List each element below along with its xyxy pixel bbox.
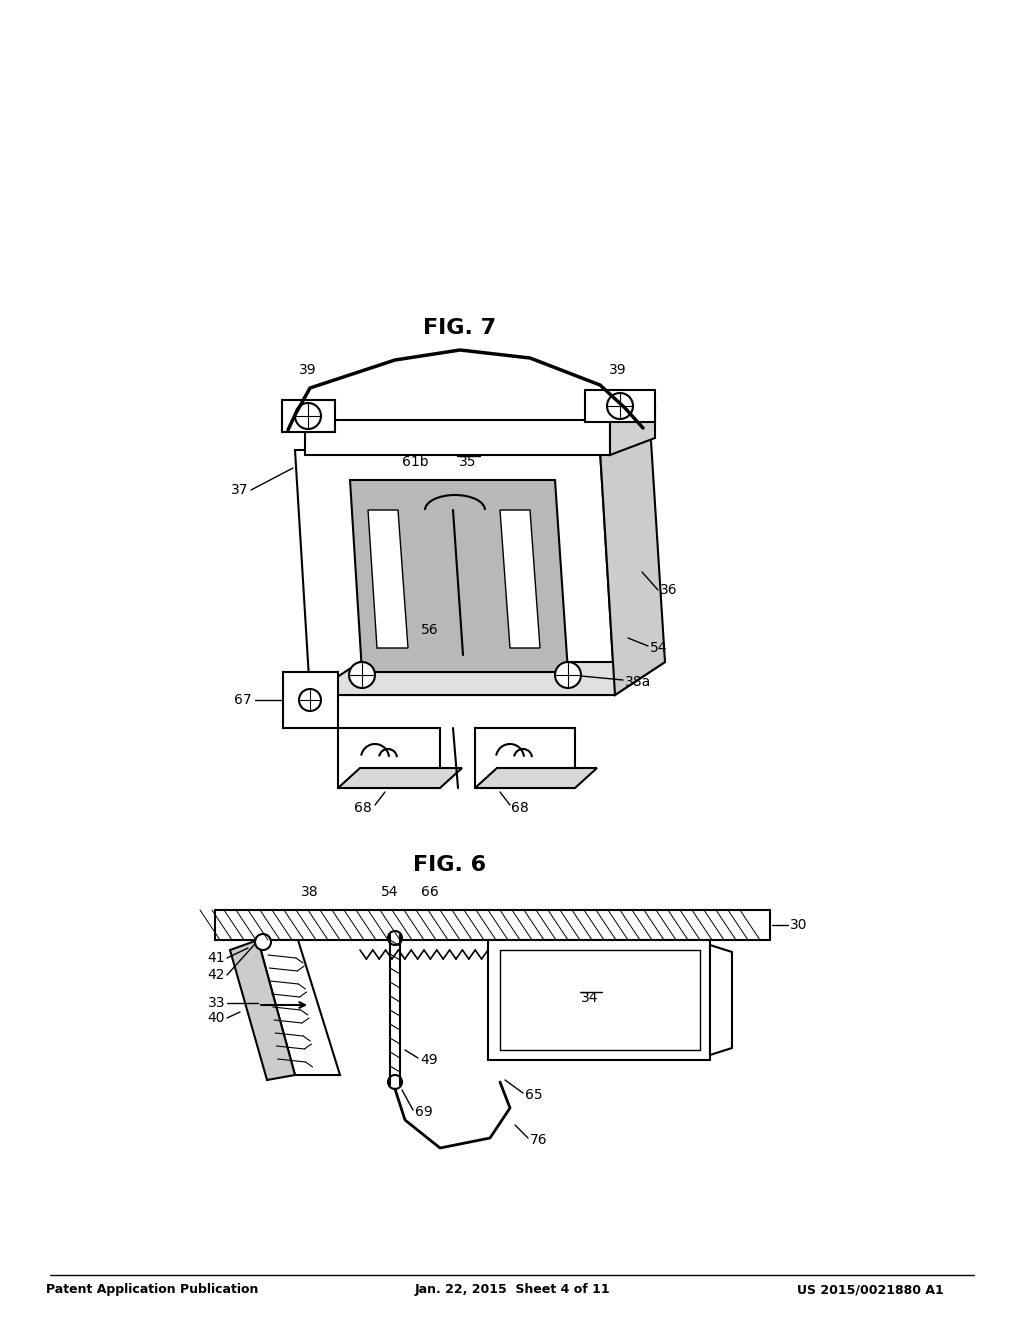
Polygon shape xyxy=(215,909,770,940)
Text: 34: 34 xyxy=(582,991,599,1005)
Text: 54: 54 xyxy=(381,884,398,899)
Polygon shape xyxy=(283,672,338,729)
Text: Jan. 22, 2015  Sheet 4 of 11: Jan. 22, 2015 Sheet 4 of 11 xyxy=(414,1283,610,1296)
Text: 66: 66 xyxy=(421,884,439,899)
Polygon shape xyxy=(585,389,655,422)
Polygon shape xyxy=(310,663,665,696)
Text: 56: 56 xyxy=(421,623,439,638)
Text: 39: 39 xyxy=(299,363,316,378)
Text: FIG. 7: FIG. 7 xyxy=(424,318,497,338)
Text: 33: 33 xyxy=(208,997,225,1010)
Text: 68: 68 xyxy=(354,801,372,814)
Circle shape xyxy=(388,1074,402,1089)
Polygon shape xyxy=(282,400,335,432)
Text: 40: 40 xyxy=(208,1011,225,1026)
Polygon shape xyxy=(610,405,655,455)
Circle shape xyxy=(299,689,321,711)
Polygon shape xyxy=(500,510,540,648)
Polygon shape xyxy=(488,940,710,1060)
Circle shape xyxy=(388,931,402,945)
Circle shape xyxy=(295,403,321,429)
Text: 35: 35 xyxy=(459,455,477,469)
Text: FIG. 6: FIG. 6 xyxy=(414,855,486,875)
Text: 41: 41 xyxy=(208,950,225,965)
Polygon shape xyxy=(258,940,340,1074)
Text: 54: 54 xyxy=(650,642,668,655)
Polygon shape xyxy=(600,425,665,696)
Circle shape xyxy=(349,663,375,688)
Polygon shape xyxy=(710,945,732,1055)
Text: 76: 76 xyxy=(530,1133,548,1147)
Text: US 2015/0021880 A1: US 2015/0021880 A1 xyxy=(797,1283,943,1296)
Text: 69: 69 xyxy=(415,1105,433,1119)
Text: 61b: 61b xyxy=(401,455,428,469)
Text: Patent Application Publication: Patent Application Publication xyxy=(46,1283,258,1296)
Text: 38: 38 xyxy=(301,884,318,899)
Polygon shape xyxy=(368,510,408,648)
Circle shape xyxy=(607,393,633,418)
Circle shape xyxy=(255,935,271,950)
Text: 42: 42 xyxy=(208,968,225,982)
Polygon shape xyxy=(475,729,575,788)
Text: 68: 68 xyxy=(511,801,528,814)
Circle shape xyxy=(555,663,581,688)
Polygon shape xyxy=(305,420,610,455)
Polygon shape xyxy=(350,480,568,672)
Text: 49: 49 xyxy=(420,1053,437,1067)
Polygon shape xyxy=(475,768,597,788)
Text: 30: 30 xyxy=(790,917,808,932)
Text: 39: 39 xyxy=(609,363,627,378)
Text: 38a: 38a xyxy=(625,675,651,689)
Polygon shape xyxy=(338,768,462,788)
Polygon shape xyxy=(230,940,295,1080)
Text: 36: 36 xyxy=(660,583,678,597)
Text: 65: 65 xyxy=(525,1088,543,1102)
Polygon shape xyxy=(338,729,440,788)
Text: 37: 37 xyxy=(230,483,248,498)
Polygon shape xyxy=(295,450,615,696)
Text: 67: 67 xyxy=(234,693,252,708)
